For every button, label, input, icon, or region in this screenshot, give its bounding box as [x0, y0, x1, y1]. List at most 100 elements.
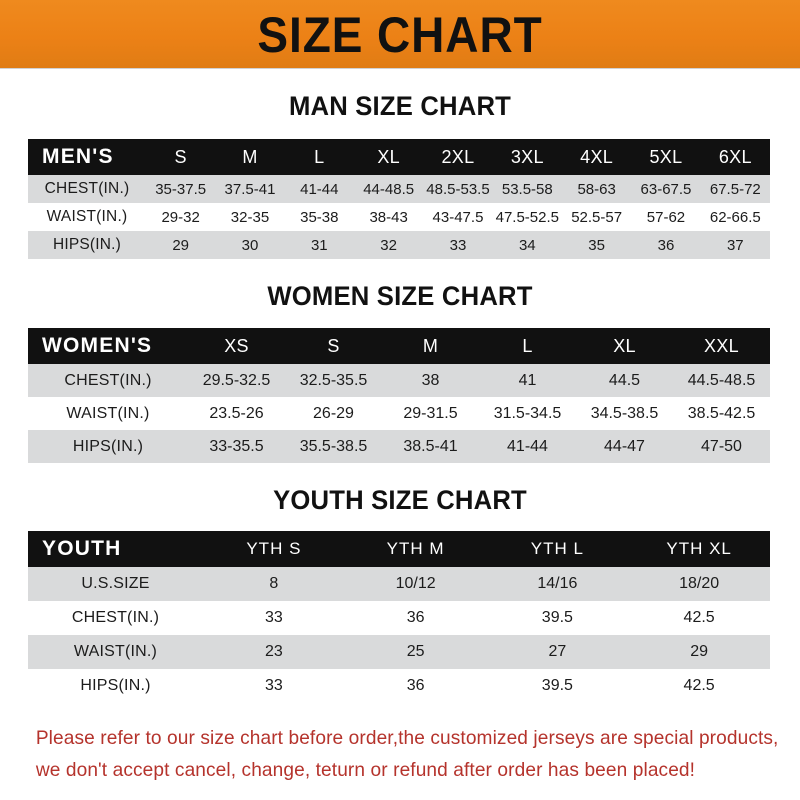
- youth-measurement-cell: 10/12: [395, 575, 436, 592]
- man-measurement-cell: 34: [518, 236, 536, 254]
- women-measurement-cell: 23.5-26: [209, 404, 264, 422]
- women-measurement-cell: 31.5-34.5: [493, 404, 562, 422]
- women-measurement-cell: 38: [421, 371, 440, 389]
- women-measurement-cell: 47-50: [701, 437, 742, 455]
- table-row: HIPS(IN.) 29 30 31 32 33 34 35 36 37: [28, 231, 770, 259]
- man-measurement-cell: 38-43: [369, 208, 408, 226]
- women-size-header: L: [522, 335, 533, 356]
- youth-measurement-cell: 23: [264, 643, 283, 660]
- youth-measurement-cell: 36: [406, 609, 425, 626]
- man-table-head: MEN'S S M L XL 2XL 3XL 4XL 5XL 6XL: [28, 139, 770, 175]
- man-measurement-cell: 37: [726, 236, 744, 254]
- women-size-header: M: [422, 335, 439, 356]
- youth-size-section: YOUTH SIZE CHART YOUTH YTH S YTH M YTH L YT…: [28, 485, 772, 703]
- youth-row-label: CHEST(IN.): [71, 609, 160, 626]
- man-measurement-cell: 30: [241, 236, 259, 254]
- youth-measurement-cell: 33: [264, 609, 283, 626]
- table-row: HIPS(IN.) 33 36 39.5 42.5: [28, 669, 770, 703]
- man-size-header: XL: [377, 146, 400, 167]
- women-measurement-cell: 26-29: [313, 404, 354, 422]
- women-measurement-cell: 44.5-48.5: [687, 371, 756, 389]
- youth-measurement-cell: 14/16: [537, 575, 578, 592]
- order-policy-note-line-1: Please refer to our size chart before or…: [35, 727, 779, 749]
- man-row-label: CHEST(IN.): [44, 180, 130, 197]
- youth-section-title: YOUTH SIZE CHART: [273, 485, 527, 515]
- man-measurement-cell: 35-37.5: [155, 180, 207, 198]
- youth-size-header: YTH L: [530, 539, 584, 558]
- man-size-section: MAN SIZE CHART MEN'S S M L XL 2XL 3XL 4XL 5XL 6X…: [28, 91, 772, 259]
- women-size-header: XXL: [704, 335, 739, 356]
- women-size-header: XS: [224, 335, 249, 356]
- table-row: HIPS(IN.) 33-35.5 35.5-38.5 38.5-41 41-44 44-…: [28, 430, 770, 463]
- youth-measurement-cell: 29: [690, 643, 709, 660]
- women-measurement-cell: 44-47: [604, 437, 645, 455]
- youth-measurement-cell: 25: [406, 643, 425, 660]
- women-row-label: HIPS(IN.): [72, 437, 144, 455]
- table-row: CHEST(IN.) 33 36 39.5 42.5: [28, 601, 770, 635]
- women-measurement-cell: 41: [518, 371, 537, 389]
- header-banner: SIZE CHART: [0, 0, 800, 68]
- women-row-label: WAIST(IN.): [66, 404, 150, 422]
- women-measurement-cell: 35.5-38.5: [299, 437, 368, 455]
- man-measurement-cell: 62-66.5: [709, 208, 761, 226]
- youth-category-label: YOUTH: [42, 537, 122, 560]
- man-size-header: S: [174, 146, 187, 167]
- women-category-label: WOMEN'S: [42, 334, 153, 357]
- man-header-row: MEN'S S M L XL 2XL 3XL 4XL 5XL 6XL: [28, 139, 770, 175]
- table-row: U.S.SIZE 8 10/12 14/16 18/20: [28, 567, 770, 601]
- man-row-label: HIPS(IN.): [52, 236, 122, 253]
- youth-measurement-cell: 39.5: [541, 677, 573, 694]
- man-row-label: WAIST(IN.): [46, 208, 128, 225]
- man-size-header: 4XL: [580, 146, 614, 167]
- man-size-header: M: [242, 146, 258, 167]
- women-measurement-cell: 38.5-41: [403, 437, 458, 455]
- youth-size-table: YOUTH YTH S YTH M YTH L YTH XL U.S.SIZE 8 10/…: [28, 531, 770, 703]
- man-measurement-cell: 41-44: [300, 180, 339, 198]
- chart-content: MAN SIZE CHART MEN'S S M L XL 2XL 3XL 4XL 5XL 6X…: [0, 91, 800, 786]
- man-measurement-cell: 48.5-53.5: [426, 180, 490, 198]
- youth-size-header: YTH XL: [666, 539, 732, 558]
- table-row: WAIST(IN.) 23 25 27 29: [28, 635, 770, 669]
- women-row-label: CHEST(IN.): [64, 371, 152, 389]
- women-measurement-cell: 29-31.5: [403, 404, 458, 422]
- table-row: CHEST(IN.) 35-37.5 37.5-41 41-44 44-48.5 48.5…: [28, 175, 770, 203]
- man-size-header: 6XL: [718, 146, 752, 167]
- women-measurement-cell: 38.5-42.5: [687, 404, 756, 422]
- man-measurement-cell: 35: [588, 236, 605, 254]
- women-size-header: XL: [613, 335, 636, 356]
- man-measurement-cell: 37.5-41: [224, 180, 276, 198]
- youth-table-head: YOUTH YTH S YTH M YTH L YTH XL: [28, 531, 770, 567]
- man-measurement-cell: 52.5-57: [571, 208, 623, 226]
- women-measurement-cell: 44.5: [608, 371, 641, 389]
- man-measurement-cell: 33: [449, 236, 467, 254]
- man-measurement-cell: 53.5-58: [501, 180, 553, 198]
- women-section-title: WOMEN SIZE CHART: [267, 281, 533, 311]
- women-measurement-cell: 29.5-32.5: [202, 371, 271, 389]
- man-measurement-cell: 32-35: [230, 208, 270, 226]
- table-row: WAIST(IN.) 23.5-26 26-29 29-31.5 31.5-34.5 34…: [28, 397, 770, 430]
- man-size-header: 3XL: [510, 146, 544, 167]
- table-row: CHEST(IN.) 29.5-32.5 32.5-35.5 38 41 44.5 44.5…: [28, 364, 770, 397]
- man-measurement-cell: 67.5-72: [709, 180, 761, 198]
- youth-row-label: WAIST(IN.): [73, 643, 158, 660]
- women-measurement-cell: 32.5-35.5: [299, 371, 368, 389]
- man-measurement-cell: 31: [310, 236, 328, 254]
- man-measurement-cell: 58-63: [577, 180, 616, 198]
- man-size-header: 5XL: [649, 146, 683, 167]
- page-title: SIZE CHART: [257, 7, 543, 63]
- man-measurement-cell: 36: [657, 236, 675, 254]
- man-table-body: CHEST(IN.) 35-37.5 37.5-41 41-44 44-48.5 48.5…: [28, 175, 770, 259]
- youth-measurement-cell: 8: [269, 575, 279, 592]
- man-measurement-cell: 63-67.5: [640, 180, 692, 198]
- man-measurement-cell: 43-47.5: [432, 208, 484, 226]
- women-size-section: WOMEN SIZE CHART WOMEN'S XS S M L XL XXL CHES…: [28, 281, 772, 463]
- youth-measurement-cell: 33: [264, 677, 283, 694]
- youth-size-header: YTH S: [246, 539, 302, 558]
- youth-row-label: U.S.SIZE: [81, 575, 150, 592]
- women-measurement-cell: 33-35.5: [209, 437, 264, 455]
- man-measurement-cell: 29-32: [161, 208, 200, 226]
- youth-measurement-cell: 42.5: [683, 609, 715, 626]
- youth-size-header: YTH M: [386, 539, 445, 558]
- man-measurement-cell: 47.5-52.5: [495, 208, 559, 226]
- man-measurement-cell: 44-48.5: [363, 180, 415, 198]
